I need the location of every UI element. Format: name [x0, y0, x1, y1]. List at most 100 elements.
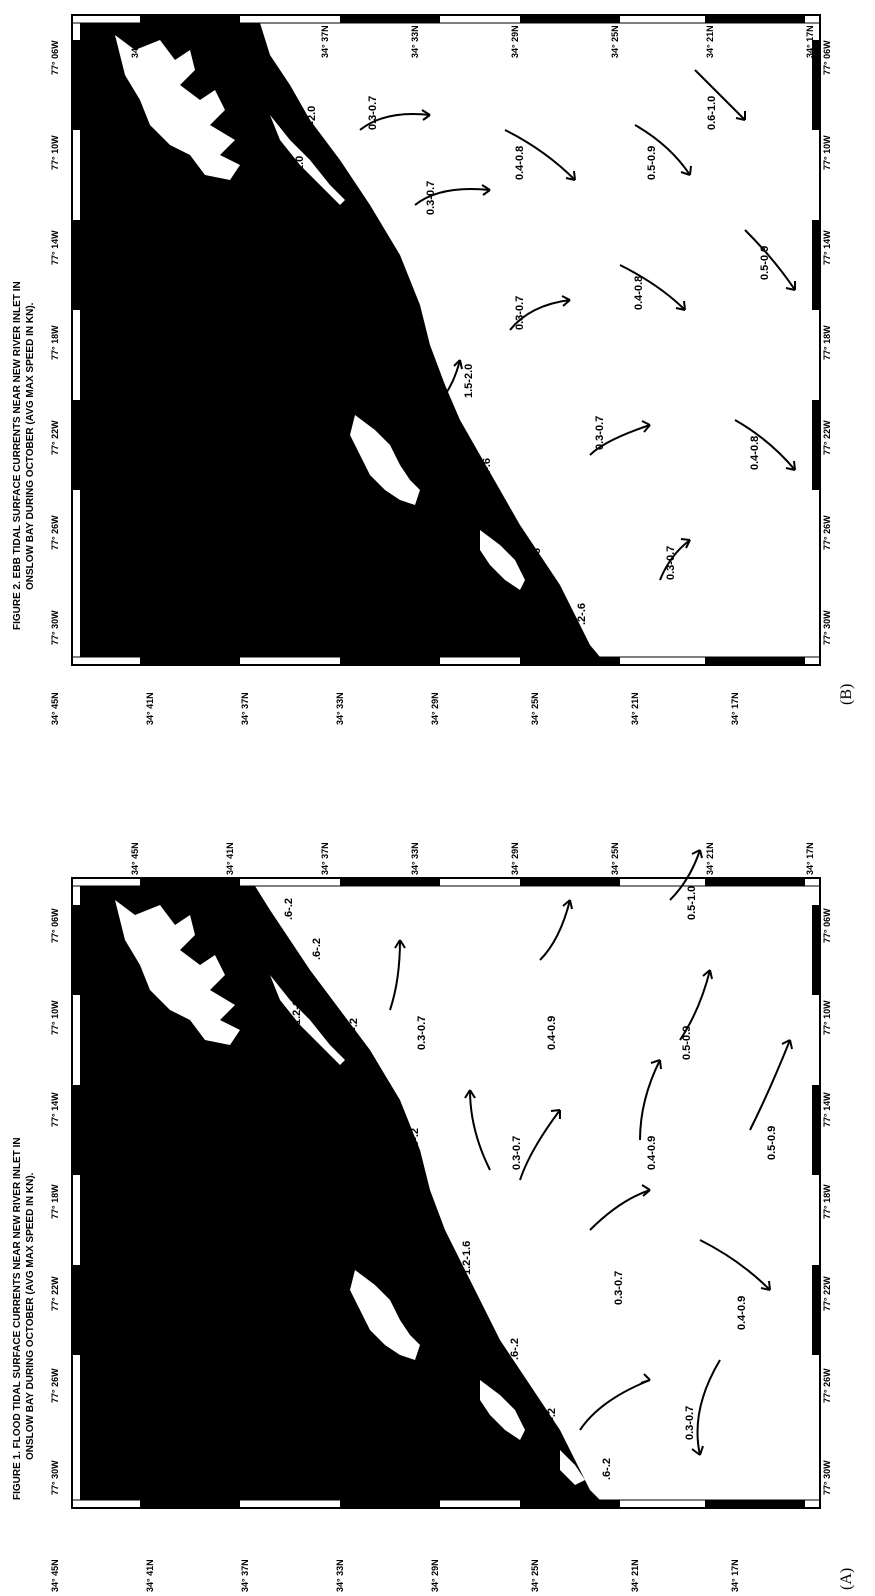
panel-a-label-15: .6-.2: [509, 1338, 521, 1360]
panel-b-lat-left-4: 34° 29N: [430, 692, 440, 725]
panel-a-lon-bottom-5: 77° 10W: [822, 1000, 832, 1035]
panel-b-label-1: 1.5-2.0: [463, 364, 475, 398]
panel-b-lon-bottom-5: 77° 10W: [822, 135, 832, 170]
panel-b-label-6: 0.3-0.7: [425, 181, 437, 215]
panel-a-label-9: 0.4-0.9: [546, 1016, 558, 1050]
panel-a-label-17: .6-.2: [348, 1018, 360, 1040]
panel-a-lat-left-5: 34° 25N: [530, 1559, 540, 1592]
panel-b-lon-top-3: 77° 18W: [50, 325, 60, 360]
panel-b-lat-left-0: 34° 45N: [50, 692, 60, 725]
panel-a-sound: [480, 1380, 525, 1440]
panel-b-title-line1: FIGURE 2. EBB TIDAL SURFACE CURRENTS NEA…: [12, 281, 23, 630]
panel-b-label-15: .2-.6: [531, 548, 543, 570]
panel-b-label-14: .2-.6: [576, 603, 588, 625]
panel-b-letter: (B): [838, 683, 855, 705]
panel-b-current-labels: 1.5-2.0 1.5-2.0 0.3-0.7 0.3-0.7 0.3-0.7 …: [274, 76, 771, 625]
panel-b-lon-top-4: 77° 14W: [50, 230, 60, 265]
panel-b-lon-top-0: 77° 30W: [50, 610, 60, 645]
panel-b-lon-bottom-0: 77° 30W: [822, 610, 832, 645]
panel-a-label-4: 0.3-0.7: [613, 1271, 625, 1305]
panel-a-label-10: 0.5-0.9: [766, 1126, 778, 1160]
panel-b-arrows: [289, 69, 796, 581]
panel-b-frame: [71, 14, 821, 666]
panel-b-label-20: 0.6-1.0: [274, 76, 286, 110]
panel-b-lat-left-1: 34° 41N: [145, 692, 155, 725]
panel-b-label-12: 0.5-0.9: [646, 146, 658, 180]
panel-b-label-16: .2-.6: [481, 458, 493, 480]
panel-a-letter: (A): [838, 1567, 855, 1590]
panel-a-arrows: [389, 849, 793, 1456]
panel-a-lon-bottom-6: 77° 06W: [822, 908, 832, 943]
panel-b-label-3: 0.3-0.7: [665, 546, 677, 580]
panel-b-lat-right-6: 34° 21N: [705, 25, 715, 58]
panel-b-lat-right-7: 34° 17N: [805, 25, 815, 58]
panel-b-lon-bottom-2: 77° 22W: [822, 420, 832, 455]
panel-b-label-13: 0.6-1.0: [706, 96, 718, 130]
panel-a-lon-bottom-0: 77° 30W: [822, 1460, 832, 1495]
panel-b-label-11: 0.5-0.9: [759, 246, 771, 280]
panel-a-label-3: 0.3-0.7: [684, 1406, 696, 1440]
panel-b-lat-right-5: 34° 25N: [610, 25, 620, 58]
panel-b-lon-top-5: 77° 10W: [50, 135, 60, 170]
panel-b-lon-bottom-6: 77° 06W: [822, 40, 832, 75]
panel-b-lon-bottom-4: 77° 14W: [822, 230, 832, 265]
panel-a-lon-top-5: 77° 10W: [50, 1000, 60, 1035]
panel-a-label-12: 0.5-1.0: [686, 886, 698, 920]
panel-b-lat-right-3: 34° 33N: [410, 25, 420, 58]
panel-b-lat-left-6: 34° 21N: [630, 692, 640, 725]
panel-a-estuary: [115, 900, 240, 1045]
panel-a-label-18: .6-.2: [311, 938, 323, 960]
panel-b-label-19: 0.6-1.0: [294, 156, 306, 190]
panel-a-title-line2: ONSLOW BAY DURING OCTOBER (AVG MAX SPEED…: [25, 1172, 36, 1460]
panel-a-lat-left-1: 34° 41N: [145, 1559, 155, 1592]
panel-a-lat-right-6: 34° 21N: [705, 842, 715, 875]
panel-a-label-2: 1.2-1.6: [291, 991, 303, 1025]
panel-b-lat-right-1: 34° 41N: [225, 25, 235, 58]
panel-b-lon-top-1: 77° 26W: [50, 515, 60, 550]
panel-b-label-17: .2-.6: [331, 238, 343, 260]
panel-a-barrier: [270, 975, 345, 1065]
panel-b-lat-left-7: 34° 17N: [730, 692, 740, 725]
panel-b-lat-right-2: 34° 37N: [320, 25, 330, 58]
panel-b-lat-left-2: 34° 37N: [240, 692, 250, 725]
panel-a-inlet: [350, 1270, 420, 1360]
panel-a-lon-bottom-3: 77° 18W: [822, 1184, 832, 1219]
panel-b-label-7: 0.3-0.7: [367, 96, 379, 130]
panel-a-label-5: 0.3-0.7: [511, 1136, 523, 1170]
panel-a-lon-bottom-1: 77° 26W: [822, 1368, 832, 1403]
panel-a-title-line1: FIGURE 1. FLOOD TIDAL SURFACE CURRENTS N…: [12, 1137, 23, 1500]
panel-b-label-9: 0.4-0.8: [633, 276, 645, 310]
panel-b-lon-bottom-1: 77° 26W: [822, 515, 832, 550]
panel-b-title-line2: ONSLOW BAY DURING OCTOBER (AVG MAX SPEED…: [25, 302, 36, 590]
panel-a-lat-right-4: 34° 29N: [510, 842, 520, 875]
panel-b-land: [80, 23, 600, 657]
panel-a-lon-top-3: 77° 18W: [50, 1184, 60, 1219]
panel-a-sound-2: [560, 1450, 585, 1485]
panel-a-lat-left-2: 34° 37N: [240, 1559, 250, 1592]
panel-a-lat-right-1: 34° 41N: [225, 842, 235, 875]
panel-b-label-18: 0.6-1.0: [406, 316, 418, 350]
panel-b-lat-left-5: 34° 25N: [530, 692, 540, 725]
panel-b-inlet: [350, 415, 420, 505]
panel-a-label-6: 0.3-0.7: [416, 1016, 428, 1050]
panel-b-lat-left-3: 34° 33N: [335, 692, 345, 725]
panel-a-lon-top-1: 77° 26W: [50, 1368, 60, 1403]
panel-b-label-8: 0.4-0.8: [749, 436, 761, 470]
panel-b-label-5: 0.3-0.7: [514, 296, 526, 330]
panel-b-barrier: [270, 115, 345, 205]
panel-b-lon-bottom-3: 77° 18W: [822, 325, 832, 360]
panel-a-lon-top-2: 77° 22W: [50, 1276, 60, 1311]
panel-a-lat-left-6: 34° 21N: [630, 1559, 640, 1592]
panel-b-label-2: 1.5-2.0: [306, 106, 318, 140]
panel-b-lat-right-0: 34° 45N: [130, 25, 140, 58]
panel-a-label-1: 1.2-1.6: [461, 1241, 473, 1275]
panel-a-lon-top-6: 77° 06W: [50, 908, 60, 943]
panel-a-frame: [71, 877, 821, 1509]
panel-a-label-7: 0.4-0.9: [736, 1296, 748, 1330]
panel-a-lat-left-0: 34° 45N: [50, 1559, 60, 1592]
panel-b-lon-top-2: 77° 22W: [50, 420, 60, 455]
panel-a-lat-left-4: 34° 29N: [430, 1559, 440, 1592]
panel-b-label-4: 0.3-0.7: [594, 416, 606, 450]
panel-a-lat-left-3: 34° 33N: [335, 1559, 345, 1592]
